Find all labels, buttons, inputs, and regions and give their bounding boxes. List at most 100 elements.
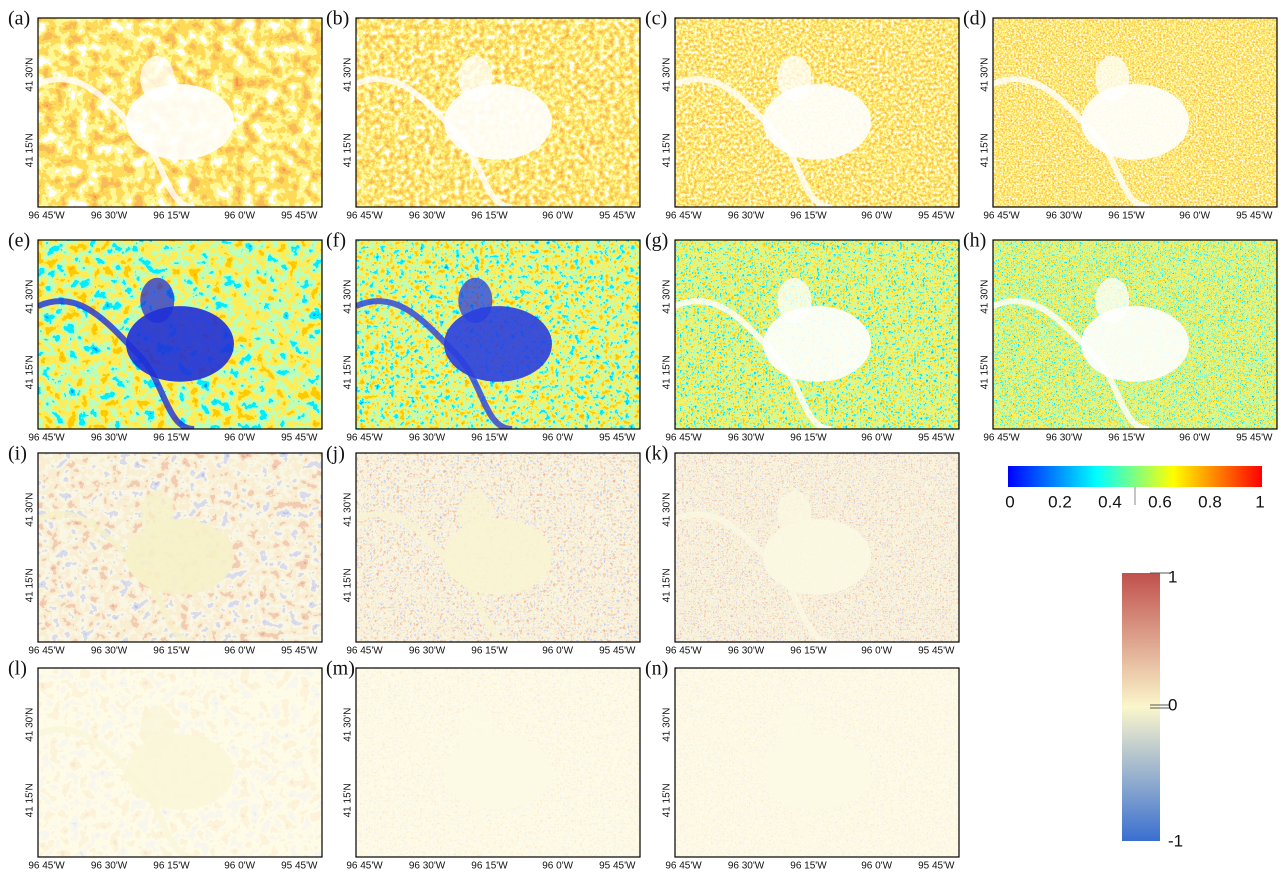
lat-tick-label: 41 15'N [343,783,354,817]
lon-tick-label: 95 45'W [918,646,955,657]
lon-tick-label: 96 15'W [790,861,827,872]
urban-area [444,84,552,160]
panel-label: (e) [8,230,30,252]
lon-tick-label: 96 45'W [983,211,1020,222]
lat-tick-label: 41 15'N [662,133,673,167]
lon-tick-label: 96 0'W [542,433,573,444]
panel-label: (n) [645,658,668,680]
panel-label: (j) [326,443,345,465]
lat-tick-label: 41 30'N [25,280,36,314]
map-panel [675,453,959,642]
lat-tick-label: 41 15'N [343,133,354,167]
lon-tick-label: 96 0'W [224,433,255,444]
lon-tick-label: 96 45'W [346,646,383,657]
lon-tick-label: 96 30'W [409,646,446,657]
map-panel [356,240,640,429]
urban-area [444,734,552,810]
lon-tick-label: 96 15'W [1108,433,1145,444]
urban-area [763,306,871,382]
urban-area [777,491,811,536]
panel-label: (m) [326,658,355,680]
urban-area [458,706,492,751]
lat-tick-label: 41 30'N [25,708,36,742]
lat-tick-label: 41 15'N [980,133,991,167]
lon-tick-label: 95 45'W [918,211,955,222]
lat-tick-label: 41 30'N [980,280,991,314]
lat-tick-label: 41 30'N [662,280,673,314]
panel-label: (g) [645,230,668,252]
lon-tick-label: 96 15'W [153,646,190,657]
lon-tick-label: 96 0'W [542,861,573,872]
urban-area [126,734,234,810]
lon-tick-label: 96 45'W [665,646,702,657]
lon-tick-label: 96 45'W [346,861,383,872]
colorbar-label: 0.8 [1198,492,1222,511]
lon-tick-label: 96 0'W [861,861,892,872]
lat-tick-label: 41 15'N [980,355,991,389]
colorbar-label: 0.4 [1098,492,1122,511]
panel-label: (h) [963,230,986,252]
urban-area [126,84,234,160]
lon-tick-label: 96 45'W [346,433,383,444]
figure: (a)96 45'W96 30'W96 15'W96 0'W95 45'W41 … [0,0,1281,873]
urban-area [140,706,174,751]
lat-tick-label: 41 15'N [25,783,36,817]
panel-label: (l) [8,658,27,680]
lat-tick-label: 41 30'N [662,58,673,92]
urban-area [763,84,871,160]
urban-area [763,519,871,595]
lon-tick-label: 96 30'W [409,211,446,222]
map-panel [38,453,322,642]
colorbar-label: 1 [1168,567,1177,586]
lon-tick-label: 95 45'W [599,861,636,872]
lon-tick-label: 96 45'W [28,433,65,444]
lon-tick-label: 96 30'W [728,646,765,657]
lon-tick-label: 96 30'W [91,211,128,222]
lon-tick-label: 96 45'W [665,211,702,222]
lon-tick-label: 95 45'W [599,211,636,222]
lat-tick-label: 41 15'N [25,133,36,167]
lon-tick-label: 96 0'W [861,211,892,222]
lon-tick-label: 95 45'W [918,861,955,872]
urban-area [458,491,492,536]
lat-tick-label: 41 15'N [662,355,673,389]
lat-tick-label: 41 15'N [343,355,354,389]
lon-tick-label: 96 15'W [153,861,190,872]
lon-tick-label: 96 15'W [471,861,508,872]
lat-tick-label: 41 30'N [343,58,354,92]
lon-tick-label: 96 15'W [790,211,827,222]
lon-tick-label: 96 45'W [665,433,702,444]
lon-tick-label: 96 0'W [861,433,892,444]
urban-area [126,306,234,382]
urban-area [777,706,811,751]
lon-tick-label: 96 45'W [665,861,702,872]
map-panel [675,668,959,857]
colorbar-label: 1 [1255,492,1264,511]
lat-tick-label: 41 15'N [343,568,354,602]
map-panel [675,240,959,429]
lon-tick-label: 96 15'W [471,433,508,444]
lon-tick-label: 96 0'W [542,646,573,657]
urban-area [458,56,492,101]
lon-tick-label: 96 30'W [91,646,128,657]
lon-tick-label: 96 0'W [861,646,892,657]
lon-tick-label: 96 30'W [728,433,765,444]
map-panel [675,18,959,207]
panel-label: (d) [963,8,986,30]
panel-label: (b) [326,8,349,30]
map-panel [38,668,322,857]
lon-tick-label: 96 0'W [542,211,573,222]
urban-area [1081,306,1189,382]
lat-tick-label: 41 30'N [343,708,354,742]
lat-tick-label: 41 30'N [343,280,354,314]
map-panel [356,453,640,642]
lon-tick-label: 96 15'W [1108,211,1145,222]
lon-tick-label: 96 0'W [224,211,255,222]
lon-tick-label: 96 30'W [728,861,765,872]
lon-tick-label: 96 15'W [471,646,508,657]
urban-area [126,519,234,595]
lon-tick-label: 95 45'W [918,433,955,444]
panel-label: (c) [645,8,667,30]
lon-tick-label: 95 45'W [1236,433,1273,444]
urban-area [444,306,552,382]
